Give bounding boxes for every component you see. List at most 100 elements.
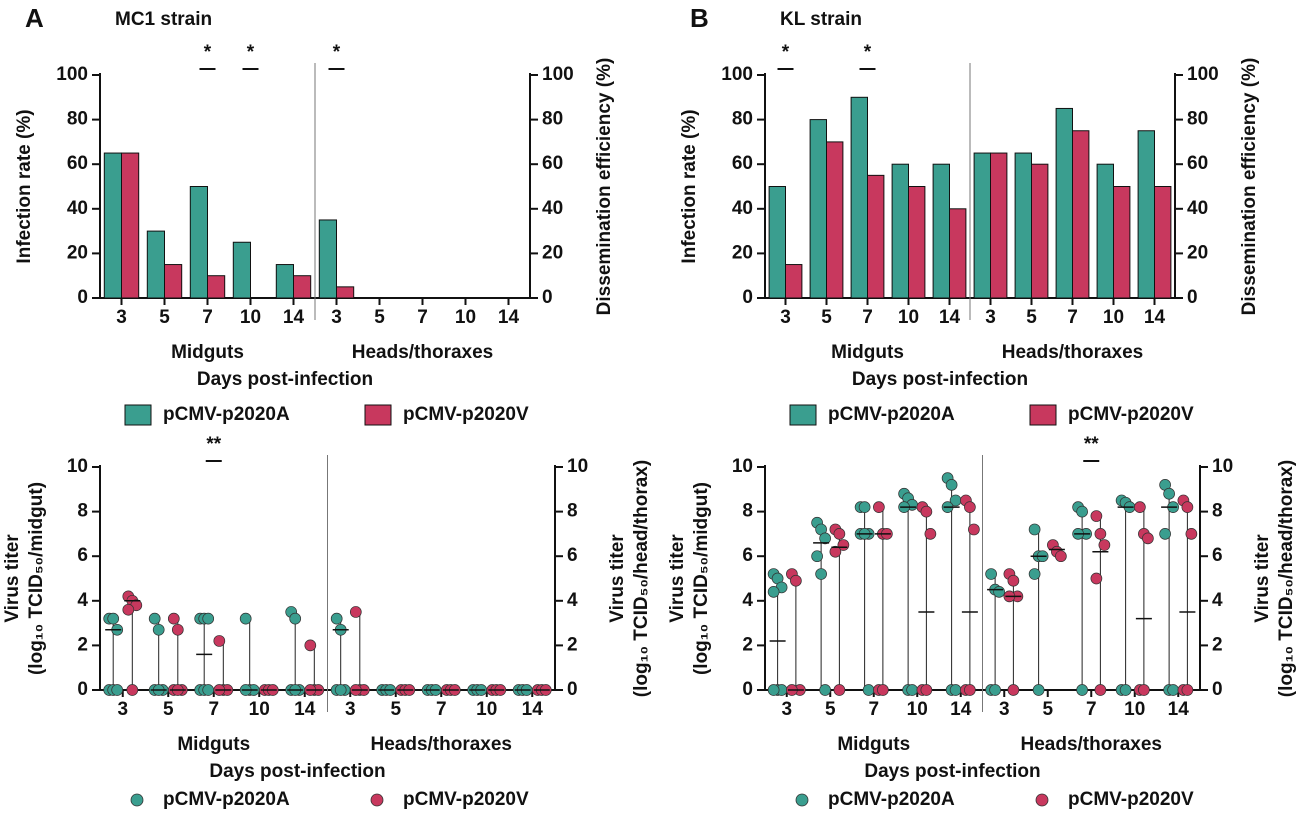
y2-tick-label: 4: [567, 590, 578, 611]
point: [289, 612, 302, 625]
point: [858, 501, 871, 513]
y2-tick-label: 8: [1212, 501, 1223, 522]
point: [167, 612, 180, 625]
point: [873, 501, 885, 513]
point: [945, 478, 958, 491]
x-tick-label: 10: [1103, 307, 1124, 328]
point: [1119, 684, 1132, 696]
y2-tick-label: 40: [542, 198, 563, 219]
x-tick-label: 5: [374, 307, 385, 328]
y-tick-label: 0: [77, 679, 88, 700]
y-tick-label: 100: [56, 64, 88, 85]
x-tick-label: 5: [390, 699, 401, 720]
x-tick-label: 7: [868, 699, 879, 720]
point: [767, 586, 780, 598]
group-label: Midguts: [171, 342, 244, 363]
significance-mark: *: [864, 42, 872, 63]
y-tick-label: 40: [67, 198, 88, 219]
bar: [990, 152, 1008, 299]
y2-tick-label: 60: [1187, 153, 1208, 174]
x-tick-label: 5: [1026, 307, 1037, 328]
point: [968, 523, 980, 536]
bar: [1014, 152, 1032, 299]
legend-swatch: [364, 404, 392, 426]
y2-tick-label: 0: [567, 679, 578, 700]
y-axis-label: Virus titer: [667, 534, 688, 623]
point: [1090, 572, 1103, 585]
point: [202, 684, 215, 696]
y2-axis-label: (log₁₀ TCID₅₀/head/thorax): [1276, 460, 1297, 697]
x-tick-label: 5: [159, 307, 170, 328]
bar: [318, 219, 337, 299]
point: [304, 639, 317, 652]
x-tick-label: 10: [249, 699, 270, 720]
y2-axis-label: (log₁₀ TCID₅₀/head/thorax): [631, 460, 652, 697]
y2-tick-label: 0: [1187, 287, 1198, 308]
y2-axis-label: Virus titer: [607, 534, 628, 623]
legend-label: pCMV-p2020V: [403, 789, 529, 810]
x-tick-label: 7: [202, 307, 213, 328]
x-tick-label: 7: [862, 307, 873, 328]
point: [985, 568, 997, 580]
y2-tick-label: 10: [567, 456, 588, 477]
y2-tick-label: 100: [542, 64, 574, 85]
bar: [232, 241, 252, 299]
y-tick-label: 60: [67, 153, 88, 174]
y-tick-label: 2: [742, 634, 753, 655]
y2-tick-label: 100: [1187, 64, 1219, 85]
point: [906, 684, 918, 696]
point: [107, 612, 120, 625]
y2-axis-label: Dissemination efficiency (%): [594, 58, 615, 316]
bar: [1072, 130, 1090, 299]
y2-tick-label: 2: [567, 634, 578, 655]
point: [1142, 532, 1154, 545]
y-tick-label: 6: [742, 545, 753, 566]
point: [334, 684, 347, 696]
point: [1098, 539, 1111, 551]
point: [790, 574, 802, 587]
point: [1167, 684, 1179, 696]
point: [924, 528, 937, 540]
x-tick-label: 14: [1168, 699, 1190, 720]
bar: [850, 96, 868, 299]
y-tick-label: 10: [732, 456, 753, 477]
legend-swatch: [789, 404, 817, 426]
x-tick-label: 14: [522, 699, 544, 720]
bar: [293, 275, 312, 299]
bar: [121, 152, 140, 299]
point: [171, 623, 184, 636]
point: [1134, 501, 1146, 513]
bar: [164, 264, 183, 299]
y-tick-label: 8: [77, 501, 88, 522]
bar: [949, 208, 967, 299]
x-tick-label: 10: [907, 699, 928, 720]
x-tick-label: 7: [1086, 699, 1097, 720]
y2-tick-label: 4: [1212, 590, 1223, 611]
bar: [146, 230, 166, 299]
legend-label: pCMV-p2020V: [403, 404, 529, 425]
point: [1076, 505, 1088, 518]
point: [1163, 487, 1175, 500]
point: [993, 586, 1005, 598]
x-tick-label: 10: [476, 699, 497, 720]
x-tick-label: 3: [781, 699, 792, 720]
x-tick-label: 14: [294, 699, 316, 720]
bar: [207, 275, 226, 299]
bar: [1055, 107, 1073, 299]
y-tick-label: 4: [77, 590, 88, 611]
point: [239, 612, 252, 625]
point: [1181, 501, 1194, 513]
y2-tick-label: 6: [567, 545, 578, 566]
point: [811, 550, 823, 563]
x-tick-label: 14: [283, 307, 305, 328]
legend-swatch: [370, 793, 384, 807]
point: [1032, 684, 1045, 696]
y2-axis-label: Virus titer: [1252, 534, 1273, 623]
x-tick-label: 5: [825, 699, 836, 720]
point: [1138, 684, 1150, 696]
point: [111, 684, 124, 696]
x-tick-label: 3: [345, 699, 356, 720]
significance-mark: *: [333, 42, 341, 63]
point: [122, 603, 135, 616]
point: [213, 635, 226, 647]
